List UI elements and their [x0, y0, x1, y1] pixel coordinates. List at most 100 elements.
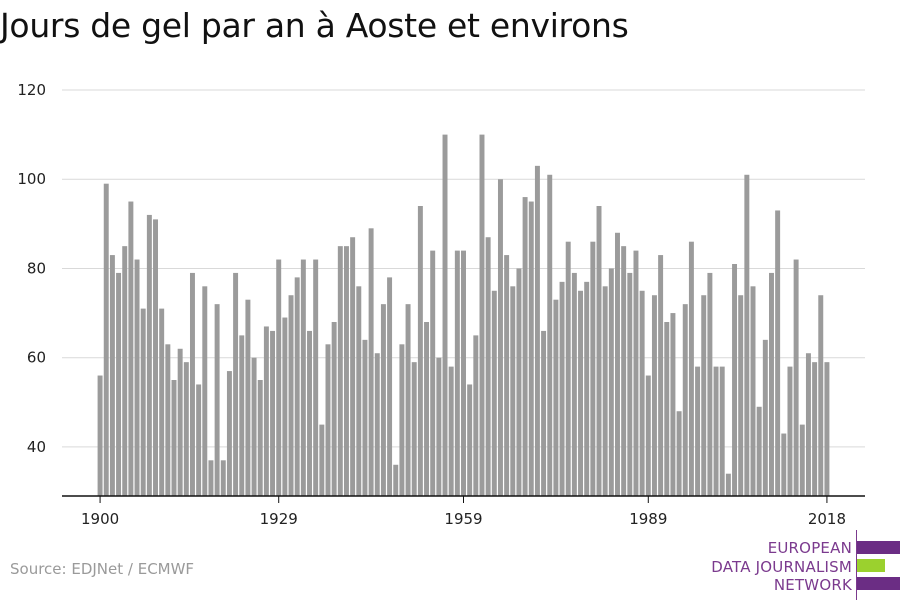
bar-1983: [608, 268, 614, 496]
x-tick-label: 1900: [81, 510, 119, 528]
bar-1958: [454, 250, 460, 496]
bar-1977: [571, 272, 577, 496]
logo-bar-green: [857, 559, 885, 572]
bar-1913: [177, 348, 183, 496]
bar-1910: [159, 308, 165, 496]
bar-2010: [775, 210, 781, 496]
bar-1988: [639, 290, 645, 496]
logo-line-2: DATA JOURNALISM: [711, 558, 852, 576]
bar-1926: [257, 380, 263, 496]
bar-1964: [491, 290, 497, 496]
bar-1957: [448, 366, 454, 496]
x-tick-label: 1929: [260, 510, 298, 528]
bar-2005: [744, 174, 750, 496]
bar-1952: [417, 206, 423, 496]
bar-1901: [103, 183, 109, 496]
bar-2014: [799, 424, 805, 496]
bar-1993: [670, 313, 676, 496]
bar-1955: [436, 357, 442, 496]
bar-1937: [325, 344, 331, 496]
bar-1914: [183, 362, 189, 496]
bar-1948: [393, 464, 399, 496]
bar-1938: [331, 322, 337, 496]
bar-1917: [202, 286, 208, 496]
bar-1998: [701, 295, 707, 496]
bar-1989: [645, 375, 651, 496]
bar-1997: [695, 366, 701, 496]
bar-1904: [122, 246, 128, 496]
bar-1944: [368, 228, 374, 496]
bar-1908: [146, 214, 152, 497]
bar-1915: [189, 272, 195, 496]
bar-1900: [97, 375, 103, 496]
x-tick-label: 1959: [444, 510, 482, 528]
bar-1950: [405, 304, 411, 496]
bar-1905: [128, 201, 134, 497]
bar-2015: [805, 353, 811, 496]
logo-divider: [856, 530, 857, 600]
logo-line-1: EUROPEAN: [767, 539, 852, 557]
bar-1982: [602, 286, 608, 496]
bar-2007: [756, 406, 762, 496]
bar-1927: [263, 326, 269, 496]
bar-1928: [270, 330, 276, 496]
bar-1995: [682, 304, 688, 496]
bar-2013: [793, 259, 799, 496]
bar-1922: [233, 272, 239, 496]
bar-1963: [485, 237, 491, 497]
bar-1999: [707, 272, 713, 496]
logo-bar-purple-bottom: [857, 577, 900, 590]
source-note: Source: EDJNet / ECMWF: [10, 560, 195, 578]
bar-1975: [559, 281, 565, 496]
y-tick-label: 40: [27, 438, 46, 456]
bar-1931: [288, 295, 294, 496]
logo-bar-purple-top: [857, 541, 900, 554]
bar-1947: [387, 277, 393, 496]
bar-1916: [196, 384, 202, 496]
bar-2011: [781, 433, 787, 496]
bar-1942: [356, 286, 362, 496]
bar-1951: [411, 362, 417, 496]
bar-1979: [584, 281, 590, 496]
bar-2004: [738, 295, 744, 496]
bar-1929: [276, 259, 282, 496]
bars: [97, 134, 830, 497]
edjnet-logo[interactable]: EUROPEAN DATA JOURNALISM NETWORK: [700, 530, 900, 600]
bar-1987: [633, 250, 639, 496]
bar-1912: [171, 380, 177, 496]
chart-title: Jours de gel par an à Aoste et environs: [0, 6, 629, 45]
bar-1967: [510, 286, 516, 496]
bar-1919: [214, 304, 220, 496]
bar-1969: [522, 197, 528, 496]
y-tick-label: 120: [17, 81, 46, 99]
bar-1920: [220, 460, 226, 496]
bar-1935: [313, 259, 319, 496]
bar-1991: [658, 255, 664, 496]
bar-2000: [713, 366, 719, 496]
bar-1992: [664, 322, 670, 496]
bar-2016: [812, 362, 818, 496]
bar-1956: [442, 134, 448, 496]
bar-1946: [380, 304, 386, 496]
bar-2008: [762, 339, 768, 496]
bar-2017: [818, 295, 824, 496]
bar-1909: [153, 219, 158, 496]
bar-1976: [565, 241, 571, 496]
bar-1974: [553, 299, 559, 496]
bar-1968: [516, 268, 522, 496]
bar-1984: [615, 232, 620, 496]
axes: 1900 1929 1959 1989 2018: [62, 495, 865, 528]
bar-1996: [688, 241, 694, 496]
bar-2012: [787, 366, 793, 496]
bar-1985: [621, 246, 627, 496]
bar-1925: [251, 357, 257, 496]
x-tick-label: 1989: [629, 510, 667, 528]
y-tick-label: 60: [27, 349, 46, 367]
bar-1973: [547, 174, 553, 496]
bar-1902: [109, 255, 115, 496]
bar-1972: [541, 330, 547, 496]
bar-1990: [651, 295, 657, 496]
bar-1986: [627, 272, 633, 496]
bar-1923: [239, 335, 245, 496]
